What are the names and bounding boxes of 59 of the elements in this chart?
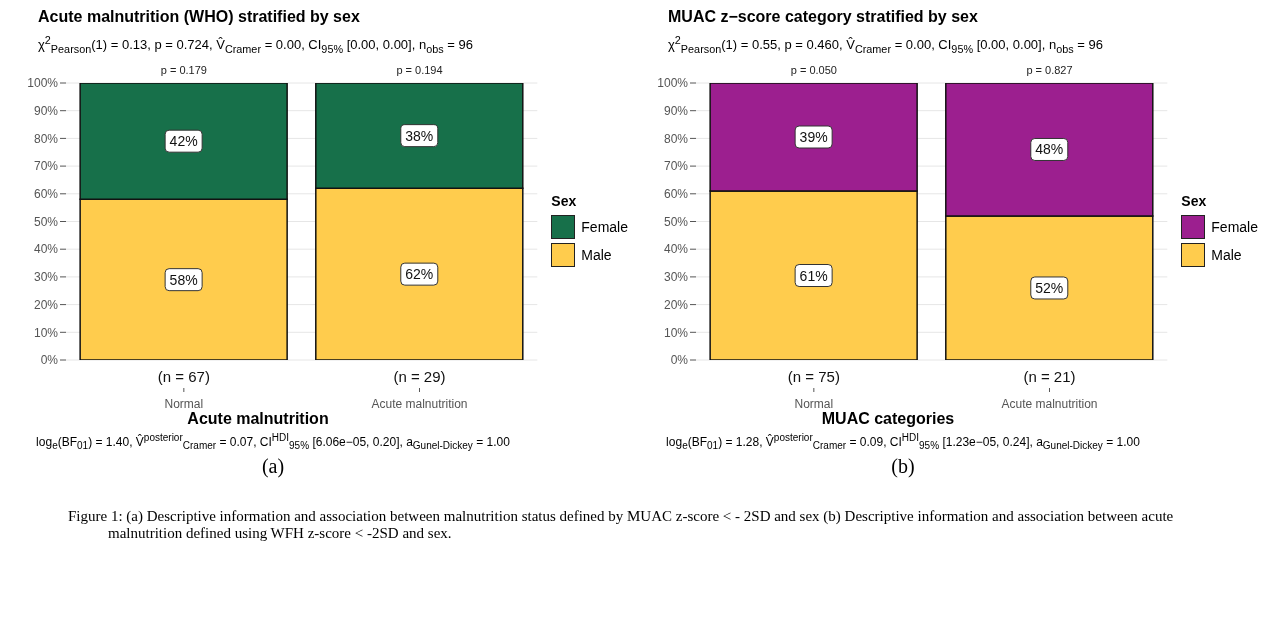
data-label: 38% bbox=[405, 127, 434, 144]
data-label: 61% bbox=[799, 267, 828, 284]
legend-title: Sex bbox=[1181, 193, 1208, 210]
x-tick-label: Normal bbox=[164, 396, 204, 411]
y-tick-label: 40% bbox=[663, 242, 689, 257]
legend-label: Female bbox=[1211, 219, 1258, 236]
chart-title: MUAC z−score category stratified by sex bbox=[667, 8, 979, 26]
y-tick-label: 80% bbox=[33, 131, 59, 146]
data-label: 62% bbox=[405, 266, 434, 283]
y-tick-label: 30% bbox=[663, 270, 689, 285]
y-tick-label: 60% bbox=[33, 186, 59, 201]
annotation: p = 0.050 bbox=[790, 63, 837, 76]
x-axis-title: Acute malnutrition bbox=[186, 409, 330, 428]
y-tick-label: 70% bbox=[663, 159, 689, 174]
y-tick-label: 100% bbox=[27, 76, 59, 91]
y-tick-label: 90% bbox=[663, 103, 689, 118]
y-tick-label: 0% bbox=[40, 353, 59, 368]
text: log$_{e}$(BF$_{01}$) = 1.28, V̂$^{posterior}$$_{Cramer}$ = 0.09, CI$^{HDI}$$_{95%}$ [1.23e−05, 0.24], a$_{Gunel-Dickey}$ = 1.00 bbox=[666, 431, 1140, 452]
legend-label: Female bbox=[581, 219, 628, 236]
text: Male bbox=[581, 247, 612, 264]
x-axis-title: MUAC categories bbox=[820, 409, 956, 428]
annotation: p = 0.827 bbox=[1026, 63, 1073, 76]
y-tick-label: 90% bbox=[33, 103, 59, 118]
annotation: (n = 29) bbox=[393, 367, 446, 385]
data-label: 39% bbox=[799, 128, 828, 145]
text: Male bbox=[1211, 247, 1242, 264]
y-tick-label: 10% bbox=[663, 325, 689, 340]
annotation: (n = 21) bbox=[1023, 367, 1076, 385]
x-tick-label: Acute malnutrition bbox=[1001, 396, 1098, 411]
data-label: 48% bbox=[1035, 141, 1064, 158]
y-tick-label: 50% bbox=[663, 214, 689, 229]
annotation: (n = 67) bbox=[157, 367, 210, 385]
x-tick-label: Acute malnutrition bbox=[371, 396, 468, 411]
y-tick-label: 20% bbox=[663, 297, 689, 312]
chart-title: Acute malnutrition (WHO) stratified by sex bbox=[37, 8, 361, 26]
y-tick-label: 0% bbox=[670, 353, 689, 368]
annotation: (n = 75) bbox=[787, 367, 840, 385]
y-tick-label: 50% bbox=[33, 214, 59, 229]
annotation: p = 0.194 bbox=[396, 63, 443, 76]
data-label: 42% bbox=[169, 133, 198, 150]
text: (b) bbox=[890, 455, 916, 479]
text: χ$^{2}$$_{Pearson}$(1) = 0.55, p = 0.460, V̂$_{Cramer}$ = 0.00, CI$_{95%}$ [0.00, 0.00], n$_{obs}$ = 96 bbox=[668, 34, 1103, 55]
data-label: 58% bbox=[169, 271, 198, 288]
text: (a) bbox=[260, 455, 286, 479]
x-tick-label: Normal bbox=[794, 396, 834, 411]
y-tick-label: 40% bbox=[33, 242, 59, 257]
y-tick-label: 60% bbox=[663, 186, 689, 201]
y-tick-label: 20% bbox=[33, 297, 59, 312]
y-tick-label: 10% bbox=[33, 325, 59, 340]
y-tick-label: 30% bbox=[33, 270, 59, 285]
text: log$_{e}$(BF$_{01}$) = 1.40, V̂$^{posterior}$$_{Cramer}$ = 0.07, CI$^{HDI}$$_{95%}$ [6.06e−05, 0.20], a$_{Gunel-Dickey}$ = 1.00 bbox=[36, 431, 510, 452]
y-tick-label: 80% bbox=[663, 131, 689, 146]
data-label: 52% bbox=[1035, 279, 1064, 296]
y-tick-label: 70% bbox=[33, 159, 59, 174]
annotation: p = 0.179 bbox=[160, 63, 207, 76]
text: χ$^{2}$$_{Pearson}$(1) = 0.13, p = 0.724, V̂$_{Cramer}$ = 0.00, CI$_{95%}$ [0.00, 0.00], n$_{obs}$ = 96 bbox=[38, 34, 473, 55]
caption: Figure 1: (a) Descriptive information and association between malnutrition status defined by MUAC z-score < - 2SD and sex (b) Descriptive information and association between acute malnutrition defined using WFH z-score < -2SD and sex. bbox=[68, 508, 1175, 543]
y-tick-label: 100% bbox=[657, 76, 689, 91]
legend-title: Sex bbox=[551, 193, 578, 210]
